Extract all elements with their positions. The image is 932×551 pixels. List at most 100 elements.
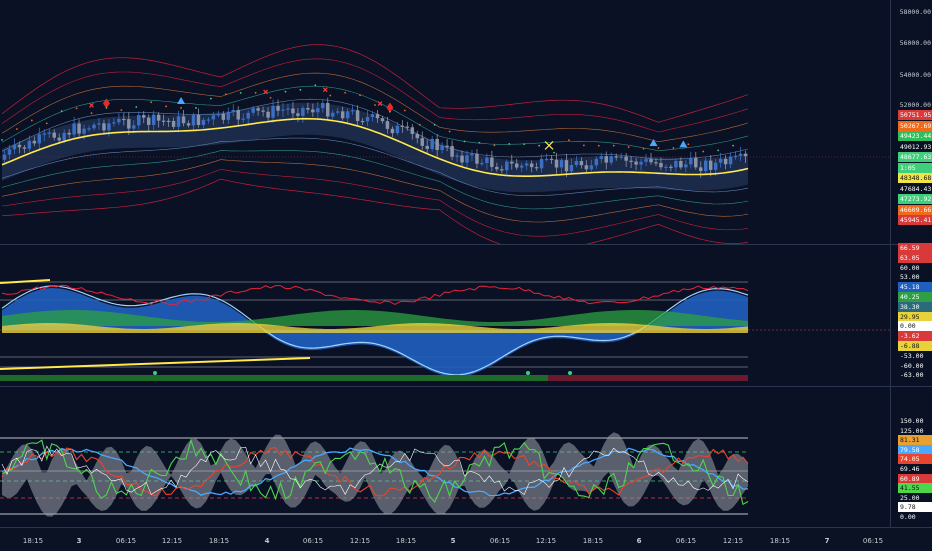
price-chart-pane[interactable] bbox=[0, 0, 932, 244]
candle-body bbox=[62, 132, 66, 141]
time-axis-label: 4 bbox=[264, 537, 270, 545]
candle-body bbox=[490, 157, 494, 167]
candle-body bbox=[191, 114, 196, 126]
signal-dot bbox=[493, 144, 496, 147]
candle-body bbox=[306, 107, 310, 110]
candle-body bbox=[455, 155, 459, 157]
time-axis[interactable]: 18:15 3 06:15 12:15 18:15 4 06:15 12:15 18:15 5 06… bbox=[0, 527, 932, 551]
signal-dot bbox=[433, 124, 436, 126]
signal-dot bbox=[329, 94, 332, 97]
candle-body bbox=[176, 116, 181, 127]
candle-body bbox=[37, 134, 42, 144]
candle-body bbox=[390, 128, 395, 134]
signal-dot bbox=[120, 109, 123, 112]
candle-body bbox=[450, 146, 454, 157]
price-axis[interactable]: 58000.00 56000.00 54000.00 52000.00 bbox=[890, 0, 932, 244]
candle-body bbox=[624, 156, 628, 161]
axis-value-badge: 0.00 bbox=[898, 321, 932, 332]
candle-body bbox=[519, 165, 524, 168]
signal-dot bbox=[553, 151, 555, 154]
axis-value-badge: 41.55 bbox=[898, 483, 932, 494]
price-band-line bbox=[1, 150, 749, 210]
axis-value-badge: 40.25 bbox=[898, 292, 932, 302]
time-axis-label: 18:15 bbox=[22, 537, 44, 545]
pane-divider[interactable] bbox=[0, 386, 932, 387]
signal-cross-icon bbox=[377, 101, 383, 106]
candle-body bbox=[589, 165, 594, 170]
axis-value-badge: 50751.95 bbox=[898, 110, 932, 120]
axis-value-badge: 1:05 bbox=[898, 162, 932, 173]
oscillator-axis[interactable] bbox=[890, 245, 932, 386]
price-band-line bbox=[1, 72, 749, 143]
time-axis-label: 12:15 bbox=[349, 537, 371, 545]
signal-triangle-icon bbox=[177, 97, 186, 105]
candle-body bbox=[524, 163, 529, 166]
time-axis-label: 18:15 bbox=[582, 537, 604, 545]
candle-body bbox=[694, 157, 698, 168]
candle-body bbox=[82, 128, 86, 134]
pane-divider[interactable] bbox=[0, 244, 932, 245]
signal-dot bbox=[403, 109, 406, 112]
osc-status-bar-green bbox=[0, 375, 548, 381]
candle-body bbox=[122, 118, 126, 121]
signal-dot bbox=[568, 139, 570, 142]
candle-body bbox=[544, 158, 549, 160]
candle-body bbox=[639, 161, 643, 165]
candle-body bbox=[221, 113, 226, 120]
candle-body bbox=[689, 157, 693, 165]
candle-body bbox=[251, 108, 255, 113]
candle-body bbox=[261, 110, 265, 112]
rsi-canvas[interactable] bbox=[0, 387, 890, 527]
price-chart-canvas[interactable] bbox=[0, 0, 890, 244]
candle-body bbox=[664, 166, 668, 168]
signal-dot bbox=[672, 147, 675, 149]
signal-dot bbox=[209, 97, 212, 100]
candle-body bbox=[435, 138, 439, 150]
rsi-axis[interactable] bbox=[890, 387, 932, 527]
signal-dot bbox=[582, 144, 585, 147]
candle-body bbox=[495, 166, 499, 170]
candle-body bbox=[67, 132, 71, 135]
signal-dot bbox=[687, 143, 690, 146]
axis-value-badge: 48677.63 bbox=[898, 152, 932, 162]
time-axis-label: 06:15 bbox=[862, 537, 884, 545]
signal-dot bbox=[612, 144, 615, 147]
candle-body bbox=[430, 138, 434, 149]
candle-body bbox=[72, 123, 76, 135]
axis-value-badge: 45.18 bbox=[898, 282, 932, 293]
oscillator-canvas[interactable] bbox=[0, 245, 890, 386]
price-tick: 52000.00 bbox=[899, 101, 931, 109]
osc-green-band bbox=[2, 310, 748, 326]
candle-body bbox=[534, 167, 539, 169]
signal-dot bbox=[224, 93, 227, 95]
candle-body bbox=[345, 111, 350, 119]
candle-body bbox=[146, 117, 151, 125]
candle-body bbox=[340, 111, 345, 119]
signal-dot bbox=[30, 119, 33, 122]
axis-value-badge: 46609.66 bbox=[898, 204, 932, 215]
candle-body bbox=[171, 120, 176, 127]
signal-dot bbox=[627, 146, 630, 149]
rsi-green-line bbox=[1, 438, 749, 506]
time-axis-label: 06:15 bbox=[675, 537, 697, 545]
axis-value-badge: 79.58 bbox=[898, 444, 932, 455]
candle-body bbox=[415, 133, 420, 139]
candle-body bbox=[425, 145, 429, 149]
axis-value-badge: 9.78 bbox=[898, 502, 932, 513]
candle-body bbox=[151, 114, 156, 125]
candle-body bbox=[52, 132, 56, 138]
candle-body bbox=[22, 147, 27, 149]
signal-dot bbox=[538, 144, 541, 147]
osc-yellow-band bbox=[2, 323, 748, 333]
candle-body bbox=[604, 156, 609, 163]
candle-body bbox=[375, 114, 380, 119]
oscillator-pane[interactable] bbox=[0, 245, 932, 386]
candle-body bbox=[236, 109, 240, 120]
time-axis-label: 5 bbox=[450, 537, 456, 545]
signal-dot bbox=[180, 107, 182, 109]
signal-cross-icon bbox=[322, 87, 328, 93]
candle-body bbox=[355, 110, 360, 121]
rsi-pane[interactable] bbox=[0, 387, 932, 527]
candle-body bbox=[475, 153, 479, 164]
candle-body bbox=[301, 107, 305, 116]
